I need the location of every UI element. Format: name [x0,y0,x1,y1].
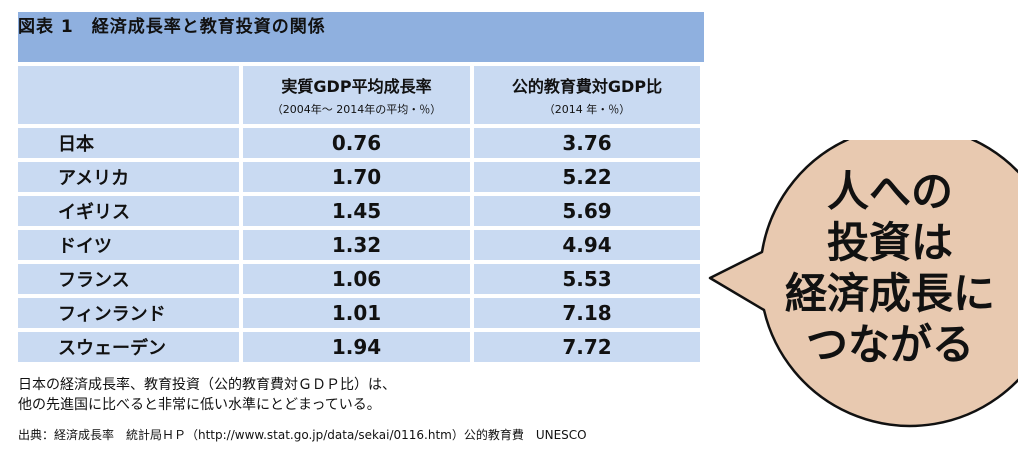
table-title: 図表 1 経済成長率と教育投資の関係 [18,17,326,37]
table-row: イギリス 1.45 5.69 [18,196,704,230]
country-cell: イギリス [18,196,239,226]
country-cell: フィンランド [18,298,239,328]
table-row: フランス 1.06 5.53 [18,264,704,298]
country-cell: フランス [18,264,239,294]
country-cell: スウェーデン [18,332,239,362]
country-cell: アメリカ [18,162,239,192]
edu-cell: 5.53 [474,264,700,294]
bubble-line-3: 経済成長に [784,269,995,318]
table-title-bar [18,12,704,62]
growth-cell: 1.45 [243,196,470,226]
country-cell: 日本 [18,128,239,158]
country-cell: ドイツ [18,230,239,260]
header-growth-cell: 実質GDP平均成長率 （2004年～ 2014年の平均・％） [243,66,470,124]
note-line-2: 他の先進国に比べると非常に低い水準にとどまっている。 [18,397,381,413]
growth-cell: 1.70 [243,162,470,192]
header-growth-sublabel: （2004年～ 2014年の平均・％） [271,103,442,116]
bubble-line-2: 投資は [826,218,953,267]
header-edu-cell: 公的教育費対GDP比 （2014 年・％） [474,66,700,124]
speech-bubble-text: 人への 投資は 経済成長に つながる [775,166,1005,370]
speech-bubble-shape [708,140,1018,428]
note-line-1: 日本の経済成長率、教育投資（公的教育費対ＧＤＰ比）は、 [18,377,396,393]
table-note: 日本の経済成長率、教育投資（公的教育費対ＧＤＰ比）は、 他の先進国に比べると非常… [18,375,396,415]
table-row: ドイツ 1.32 4.94 [18,230,704,264]
table-row: アメリカ 1.70 5.22 [18,162,704,196]
edu-cell: 7.72 [474,332,700,362]
data-table: 実質GDP平均成長率 （2004年～ 2014年の平均・％） 公的教育費対GDP… [18,66,704,366]
source-citation: 出典：経済成長率 統計局ＨＰ（http://www.stat.go.jp/dat… [18,428,587,442]
edu-cell: 7.18 [474,298,700,328]
header-country-cell [18,66,239,124]
table-row: スウェーデン 1.94 7.72 [18,332,704,366]
edu-cell: 5.69 [474,196,700,226]
speech-bubble [708,140,1018,428]
header-edu-sublabel: （2014 年・％） [543,103,631,116]
growth-cell: 0.76 [243,128,470,158]
edu-cell: 5.22 [474,162,700,192]
table-row: 日本 0.76 3.76 [18,128,704,162]
header-growth-label: 実質GDP平均成長率 [281,77,432,96]
growth-cell: 1.01 [243,298,470,328]
growth-cell: 1.32 [243,230,470,260]
bubble-line-4: つながる [805,320,974,369]
table-header-row: 実質GDP平均成長率 （2004年～ 2014年の平均・％） 公的教育費対GDP… [18,66,704,128]
edu-cell: 3.76 [474,128,700,158]
table-row: フィンランド 1.01 7.18 [18,298,704,332]
growth-cell: 1.94 [243,332,470,362]
header-edu-label: 公的教育費対GDP比 [511,77,663,96]
bubble-line-1: 人への [826,167,953,216]
growth-cell: 1.06 [243,264,470,294]
edu-cell: 4.94 [474,230,700,260]
